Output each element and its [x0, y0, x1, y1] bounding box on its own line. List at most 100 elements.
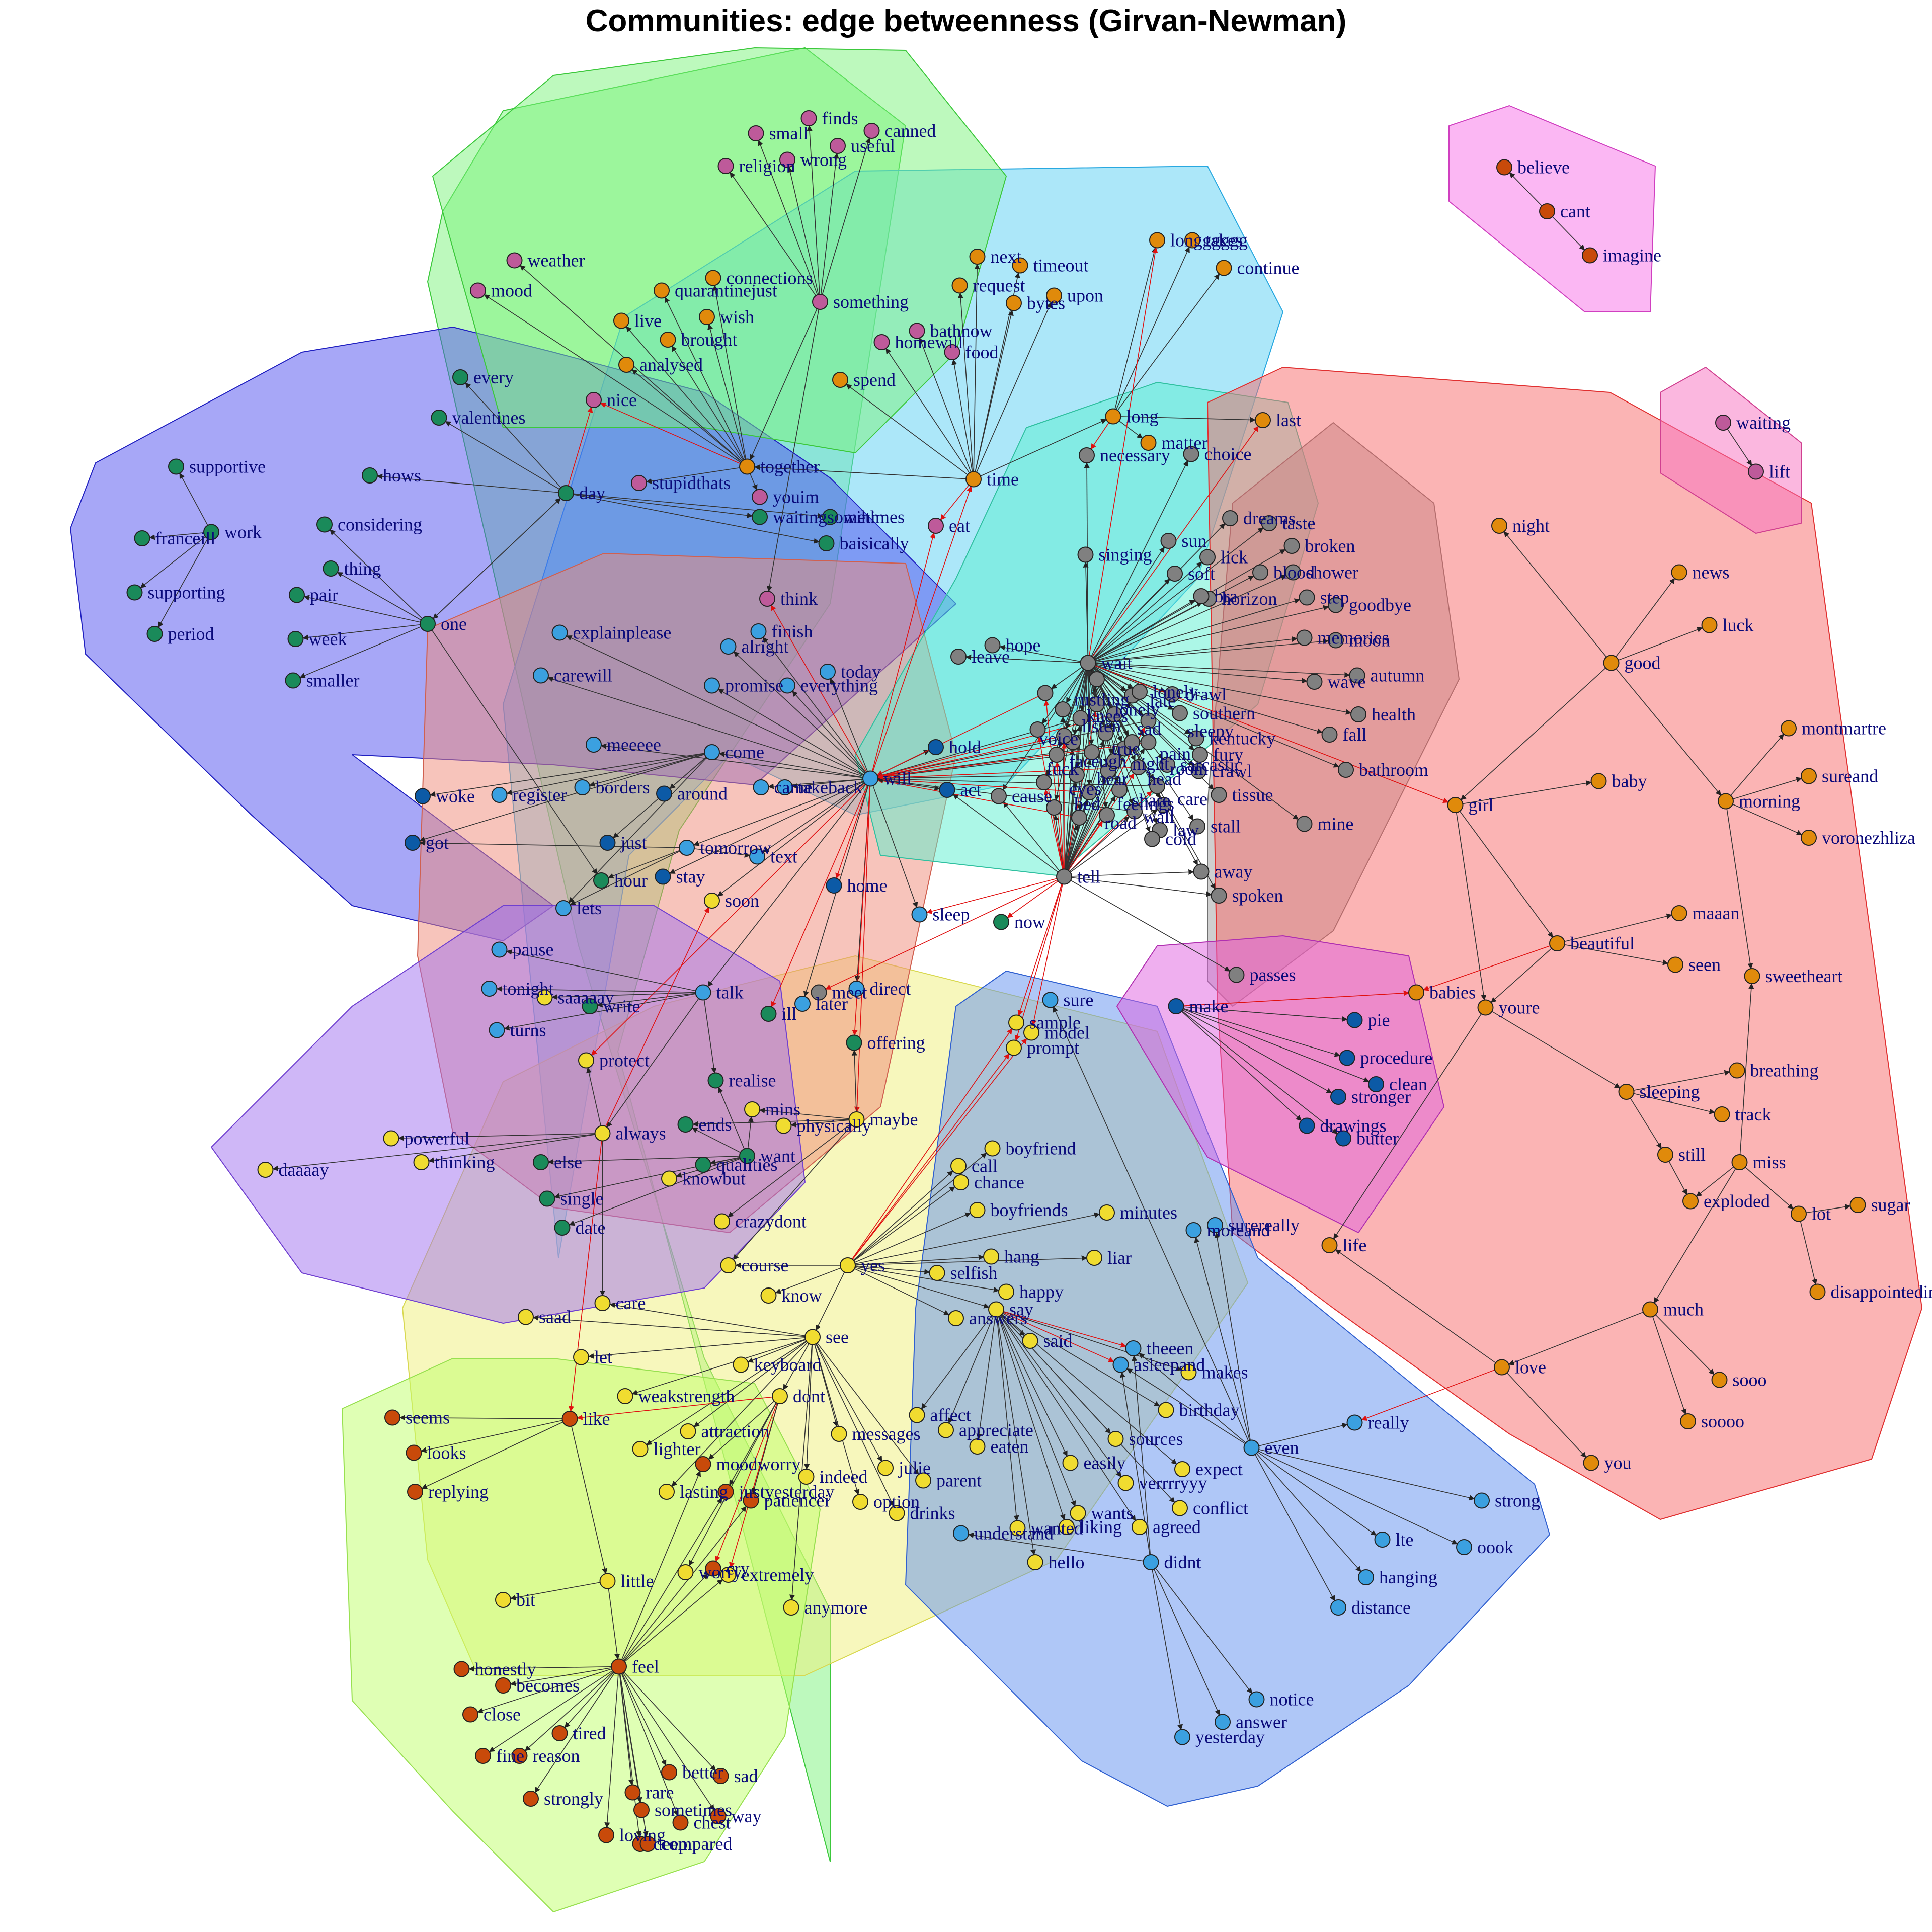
- graph-edge: [631, 1336, 813, 1395]
- node-label: sad: [1137, 718, 1161, 739]
- graph-node: [1603, 655, 1620, 671]
- node-label: act: [960, 780, 982, 800]
- graph-node: [1211, 787, 1227, 803]
- graph-node: [1715, 415, 1731, 431]
- node-label: like: [583, 1409, 610, 1429]
- graph-node: [1023, 1024, 1039, 1041]
- graph-node: [705, 1560, 721, 1577]
- node-label: religion: [739, 156, 795, 176]
- graph-node: [969, 1202, 986, 1218]
- graph-edge: [1088, 662, 1174, 710]
- graph-edge: [376, 473, 567, 494]
- node-label: lonely: [1114, 700, 1160, 720]
- node-label: thing: [344, 558, 381, 579]
- graph-edge: [604, 1666, 619, 1828]
- graph-node: [1189, 818, 1205, 835]
- node-label: see: [826, 1327, 849, 1347]
- graph-node: [1172, 1500, 1188, 1516]
- graph-node: [1144, 831, 1160, 847]
- node-label: borders: [596, 777, 650, 797]
- graph-edge: [464, 382, 567, 494]
- node-label: care: [1177, 789, 1208, 809]
- graph-edge: [996, 1309, 1036, 1556]
- graph-edge: [1054, 663, 1089, 801]
- graph-node: [1099, 1204, 1115, 1221]
- graph-node: [1158, 1402, 1174, 1418]
- graph-node: [593, 872, 609, 889]
- graph-edge: [427, 623, 598, 875]
- node-label: boyfriend: [1006, 1139, 1076, 1159]
- graph-node: [558, 485, 574, 501]
- graph-edge: [870, 532, 936, 779]
- node-label: talk: [716, 983, 744, 1003]
- graph-edge: [847, 1186, 956, 1266]
- node-label: last: [1276, 410, 1301, 430]
- graph-node: [928, 518, 944, 534]
- node-label: really: [1368, 1413, 1409, 1433]
- graph-node: [928, 739, 944, 755]
- node-label: lot: [1812, 1204, 1831, 1224]
- graph-edge: [973, 309, 1014, 479]
- graph-node: [1667, 956, 1683, 973]
- graph-edge: [600, 402, 748, 467]
- node-label: dont: [793, 1386, 825, 1406]
- node-label: ugh: [1099, 751, 1126, 771]
- graph-node: [491, 941, 508, 958]
- graph-node: [800, 110, 817, 126]
- graph-edge: [140, 531, 212, 589]
- graph-node: [1729, 1062, 1745, 1079]
- node-label: something: [833, 292, 909, 312]
- graph-node: [1099, 807, 1115, 823]
- graph-edge: [847, 1028, 1013, 1266]
- node-label: chance: [974, 1172, 1024, 1192]
- node-label: reason: [533, 1746, 580, 1766]
- node-label: hanging: [1379, 1567, 1437, 1587]
- graph-node: [1185, 1222, 1202, 1238]
- graph-node: [146, 626, 163, 642]
- graph-node: [818, 535, 835, 551]
- node-label: canned: [885, 121, 936, 141]
- graph-node: [1682, 1193, 1699, 1210]
- graph-edge: [996, 1309, 1182, 1371]
- graph-edge: [1485, 1007, 1621, 1089]
- graph-edge: [1064, 821, 1103, 877]
- node-label: lasting: [680, 1482, 728, 1502]
- node-label: yesterday: [1195, 1727, 1265, 1747]
- graph-edge: [790, 1119, 857, 1128]
- node-label: compared: [661, 1834, 733, 1854]
- graph-edge: [1611, 662, 1722, 796]
- graph-node: [168, 458, 184, 475]
- node-label: lighter: [654, 1439, 701, 1459]
- graph-edge: [618, 1579, 723, 1667]
- node-label: deep: [654, 1834, 688, 1854]
- graph-node: [453, 1661, 470, 1677]
- graph-edge: [1650, 1309, 1715, 1376]
- graph-edge: [812, 1337, 895, 1507]
- node-label: indeed: [820, 1467, 868, 1487]
- graph-node: [1718, 793, 1734, 810]
- graph-edge: [671, 1336, 813, 1487]
- graph-edge: [783, 1337, 813, 1391]
- node-label: let: [594, 1347, 612, 1367]
- graph-edge: [749, 301, 821, 461]
- graph-node: [1680, 1413, 1696, 1429]
- node-label: maaan: [1693, 903, 1740, 923]
- node-label: turns: [510, 1020, 546, 1040]
- graph-node: [1027, 1554, 1043, 1570]
- graph-edge: [1006, 876, 1065, 918]
- community-hull: [905, 971, 1550, 1807]
- node-label: goodbye: [1349, 595, 1411, 615]
- graph-edge: [851, 1050, 857, 1120]
- node-label: weather: [528, 251, 585, 271]
- graph-node: [511, 1748, 528, 1764]
- graph-edge: [762, 636, 871, 779]
- graph-edge: [1064, 767, 1112, 877]
- graph-edge: [272, 1133, 603, 1171]
- graph-edge: [609, 1302, 813, 1338]
- node-label: night: [1132, 754, 1169, 774]
- graph-node: [470, 282, 486, 299]
- graph-node: [1124, 734, 1140, 750]
- node-label: dreams: [1243, 508, 1296, 528]
- node-label: wait: [1101, 653, 1133, 673]
- graph-node: [659, 1484, 675, 1500]
